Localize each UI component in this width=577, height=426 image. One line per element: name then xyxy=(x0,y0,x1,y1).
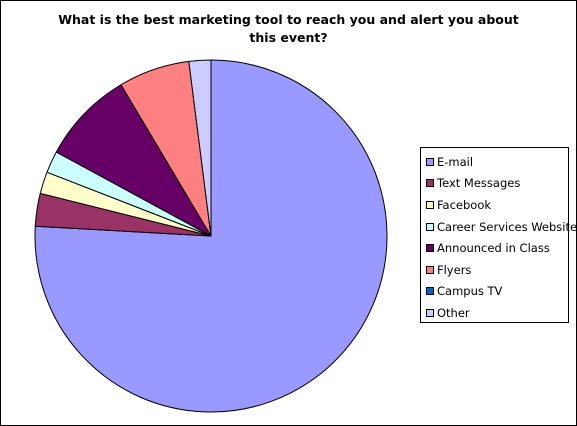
legend-swatch xyxy=(426,265,434,274)
legend-swatch xyxy=(426,157,434,166)
legend-label: Flyers xyxy=(437,262,472,277)
legend-swatch xyxy=(426,244,434,253)
legend-label: E-mail xyxy=(437,154,474,169)
legend-item: Other xyxy=(421,302,568,324)
chart-title: What is the best marketing tool to reach… xyxy=(58,12,519,45)
legend-swatch xyxy=(426,222,434,231)
pie-slice-other xyxy=(188,59,212,237)
legend-item: E-mail xyxy=(421,151,568,173)
legend-label: Announced in Class xyxy=(437,241,550,256)
legend-label: Other xyxy=(437,305,470,320)
legend-swatch xyxy=(426,308,434,317)
legend-swatch xyxy=(426,287,434,296)
legend-label: Text Messages xyxy=(437,176,521,191)
legend-label: Facebook xyxy=(437,197,492,212)
legend-item: Facebook xyxy=(421,194,568,216)
pie-slice-announced-in-class xyxy=(55,84,212,237)
legend-swatch xyxy=(426,179,434,188)
legend-item: Text Messages xyxy=(421,173,568,195)
legend-item: Campus TV xyxy=(421,281,568,303)
legend: E-mail Text Messages Facebook Career Servic… xyxy=(420,147,576,324)
legend-item: Announced in Class xyxy=(421,237,568,259)
legend-label: Campus TV xyxy=(437,284,503,299)
legend-item: Career Services Website xyxy=(421,216,576,238)
legend-swatch xyxy=(426,200,434,209)
legend-label: Career Services Website xyxy=(437,219,577,234)
legend-item: Flyers xyxy=(421,259,568,281)
